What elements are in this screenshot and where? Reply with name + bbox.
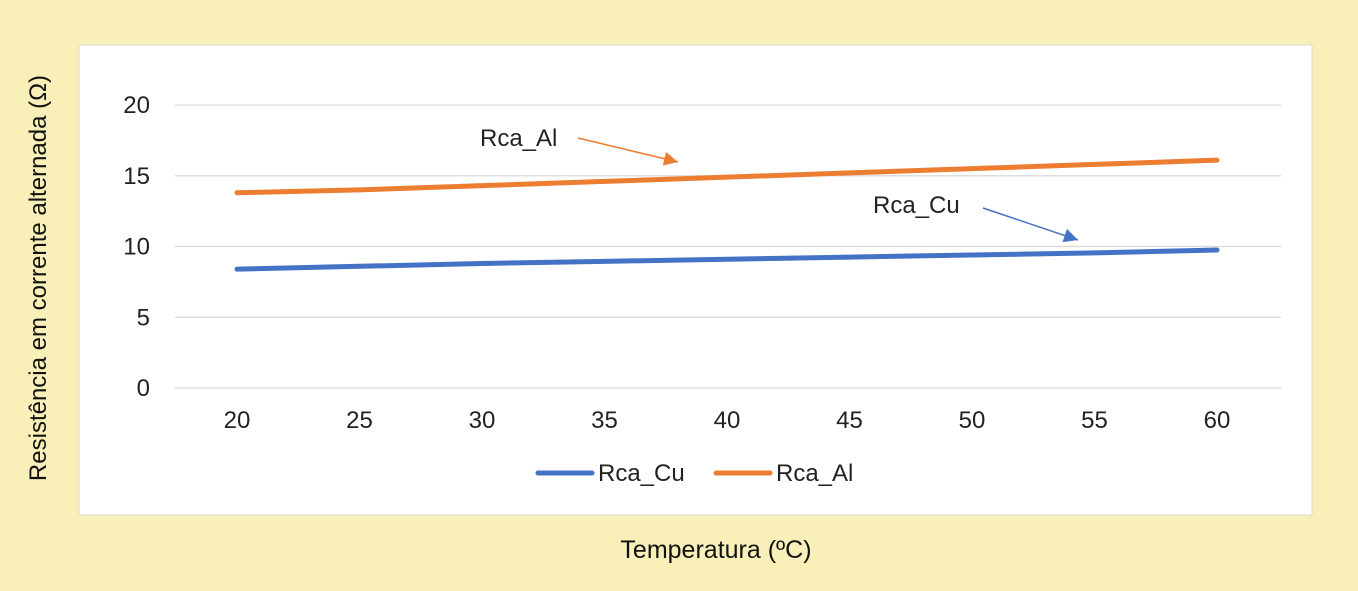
y-tick-label: 20 (123, 92, 150, 119)
annotation-rca-cu: Rca_Cu (873, 192, 960, 219)
arrow-cu-head (1062, 228, 1078, 243)
y-tick-label: 0 (137, 375, 150, 402)
y-tick-label: 10 (123, 234, 150, 261)
annotation-rca-al-arrow (577, 137, 679, 163)
x-tick-label: 25 (346, 407, 373, 434)
x-tick-label: 50 (959, 407, 986, 434)
x-axis-ticks: 20 25 30 35 40 45 50 55 60 (224, 407, 1231, 434)
gridlines (175, 104, 1281, 389)
x-tick-label: 60 (1204, 407, 1231, 434)
x-tick-label: 30 (469, 407, 496, 434)
series-lines (234, 157, 1220, 272)
y-axis-label: Resistência em corrente alternada (Ω) (25, 75, 52, 481)
x-tick-label: 35 (591, 407, 618, 434)
arrow-al-head (662, 151, 678, 166)
x-tick-label: 55 (1081, 407, 1108, 434)
x-tick-label: 45 (836, 407, 863, 434)
y-tick-label: 5 (137, 304, 150, 331)
legend-label-rca-al: Rca_Al (776, 460, 853, 487)
x-tick-label: 40 (714, 407, 741, 434)
x-tick-label: 20 (224, 407, 251, 434)
legend-label-rca-cu: Rca_Cu (598, 460, 685, 487)
plot-area-panel (78, 44, 1313, 516)
legend: Rca_Cu Rca_Al (535, 460, 853, 487)
annotation-rca-al: Rca_Al (480, 125, 557, 152)
y-tick-label: 15 (123, 163, 150, 190)
x-axis-label: Temperatura (ºC) (620, 536, 811, 564)
annotation-rca-cu-arrow (982, 207, 1079, 241)
annotations: Rca_Al Rca_Cu (480, 125, 1079, 243)
y-axis-ticks: 0 5 10 15 20 (123, 92, 150, 402)
